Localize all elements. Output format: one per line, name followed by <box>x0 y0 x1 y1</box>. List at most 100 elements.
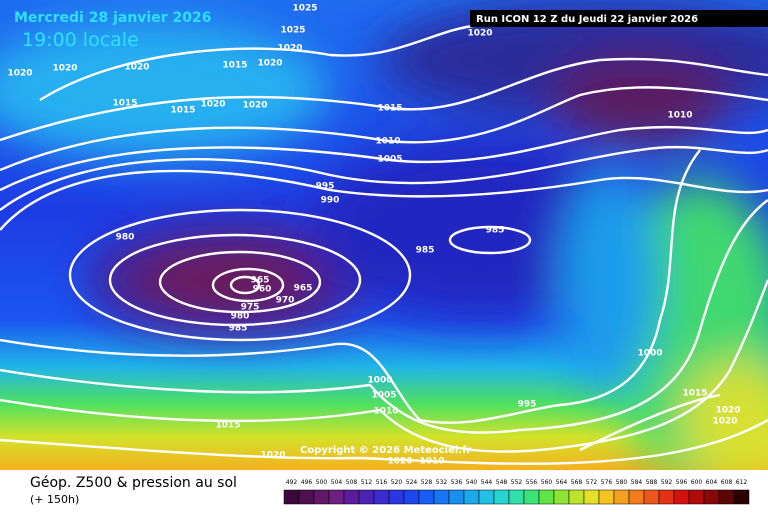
scale-label: 572 <box>586 479 598 486</box>
scale-label: 520 <box>391 479 403 486</box>
isobar-label: 1000 <box>637 349 662 359</box>
isobar-label: 1020 <box>467 29 492 39</box>
scale-label: 576 <box>601 479 613 486</box>
isobar-label: 995 <box>316 182 335 192</box>
isobar-label: 970 <box>276 296 295 306</box>
isobar-label: 1005 <box>377 155 402 165</box>
isobar-label: 1020 <box>52 64 77 74</box>
scale-label: 612 <box>736 479 748 486</box>
color-cell <box>643 489 660 505</box>
scale-label: 492 <box>286 479 298 486</box>
isobar-label: 1020 <box>387 457 412 467</box>
isobar-label: 1010 <box>375 137 400 147</box>
isobar-label: 1005 <box>371 391 396 401</box>
run-info: Run ICON 12 Z du Jeudi 22 janvier 2026 <box>476 14 698 25</box>
color-cell <box>328 489 345 505</box>
isobar-label: 985 <box>486 226 505 236</box>
isobar-label: 1015 <box>682 389 707 399</box>
scale-label: 592 <box>661 479 673 486</box>
scale-label: 584 <box>631 479 643 486</box>
color-scale: 492 496 500 504 508 512 516 520 524 528 532 536 540 5… <box>283 479 750 505</box>
color-cell <box>388 489 405 505</box>
scale-label: 532 <box>436 479 448 486</box>
scale-label: 564 <box>556 479 568 486</box>
scale-label: 596 <box>676 479 688 486</box>
scale-label: 528 <box>421 479 433 486</box>
isobar-label: 1020 <box>124 63 149 73</box>
color-cell <box>418 489 435 505</box>
lead-time: (+ 150h) <box>30 493 79 506</box>
scale-label: 500 <box>316 479 328 486</box>
isobar-label: 1000 <box>367 376 392 386</box>
map-title: Géop. Z500 & pression au sol <box>30 475 237 491</box>
scale-label: 524 <box>406 479 418 486</box>
color-cell <box>403 489 420 505</box>
isobar-label: 1025 <box>280 26 305 36</box>
scale-label: 504 <box>331 479 343 486</box>
isobar-label: 1020 <box>257 59 282 69</box>
color-cell <box>688 489 705 505</box>
isobar-label: 1015 <box>377 104 402 114</box>
color-cell <box>433 489 450 505</box>
scale-label: 516 <box>376 479 388 486</box>
scale-label: 548 <box>496 479 508 486</box>
color-cell <box>313 489 330 505</box>
isobar-label: 960 <box>253 285 272 295</box>
isobar-label: 965 <box>294 284 313 294</box>
color-cell <box>493 489 510 505</box>
color-cell <box>343 489 360 505</box>
isobars <box>0 23 768 465</box>
isobar-label: 1020 <box>242 101 267 111</box>
color-cell <box>658 489 675 505</box>
scale-label: 556 <box>526 479 538 486</box>
isobar-label: 990 <box>321 196 340 206</box>
local-time: 19:00 locale <box>22 29 139 51</box>
color-cell <box>703 489 720 505</box>
color-cell <box>718 489 735 505</box>
color-cell <box>598 489 615 505</box>
isobar-label: 1015 <box>222 61 247 71</box>
color-cell <box>298 489 315 505</box>
scale-label: 536 <box>451 479 463 486</box>
isobar-label: 1020 <box>260 451 285 461</box>
scale-label: 540 <box>466 479 478 486</box>
color-cell <box>508 489 525 505</box>
color-cell <box>478 489 495 505</box>
isobar-label: 980 <box>231 312 250 322</box>
date: Mercredi 28 janvier 2026 <box>14 10 211 26</box>
color-cell <box>673 489 690 505</box>
scale-label: 496 <box>301 479 313 486</box>
color-cell <box>568 489 585 505</box>
scale-label: 580 <box>616 479 628 486</box>
color-cell <box>283 489 300 505</box>
scale-label: 508 <box>346 479 358 486</box>
isobar-label: 1020 <box>712 417 737 427</box>
scale-label: 568 <box>571 479 583 486</box>
scale-label: 604 <box>706 479 718 486</box>
isobar-label: 1020 <box>277 44 302 54</box>
isobar-label: 1020 <box>200 100 225 110</box>
run-banner <box>470 10 768 27</box>
color-cell <box>448 489 465 505</box>
scale-label: 552 <box>511 479 523 486</box>
isobar-label: 1020 <box>7 69 32 79</box>
isobar-label: 1010 <box>419 457 444 467</box>
isobar-label: 985 <box>416 246 435 256</box>
isobar-label: 995 <box>518 400 537 410</box>
scale-label: 544 <box>481 479 493 486</box>
scale-label: 588 <box>646 479 658 486</box>
color-cell <box>553 489 570 505</box>
scale-label: 512 <box>361 479 373 486</box>
color-cell <box>523 489 540 505</box>
isobar-label: 1020 <box>715 406 740 416</box>
isobar-label: 985 <box>229 324 248 334</box>
isobar-label: 1015 <box>112 99 137 109</box>
color-cell <box>358 489 375 505</box>
isobar-label: 980 <box>116 233 135 243</box>
copyright: Copyright © 2026 Meteociel.fr <box>300 445 471 456</box>
color-cell <box>373 489 390 505</box>
isobar-label: 1025 <box>292 4 317 14</box>
color-cell <box>583 489 600 505</box>
